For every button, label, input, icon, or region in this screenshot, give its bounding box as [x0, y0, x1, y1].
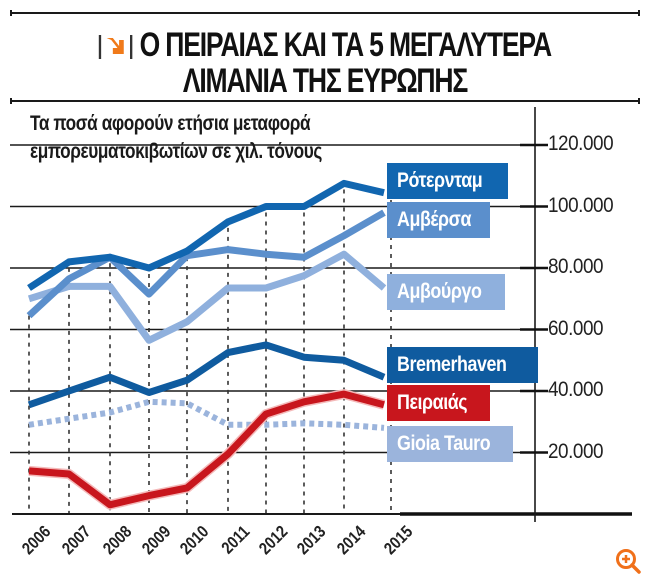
series-line-hamburg [27, 250, 387, 344]
zoom-in-button[interactable] [614, 547, 642, 575]
series-line-gioia_tauro [28, 398, 385, 431]
legend-label-hamburg: Αμβούργο [387, 274, 505, 310]
y-tick-label: 80.000 [548, 255, 604, 278]
legend-label-gioia_tauro: Gioia Tauro [387, 426, 513, 462]
chart-title-line2: ΛΙΜΑΝΙΑ ΤΗΣ ΕΥΡΩΠΗΣ [182, 62, 468, 100]
legend-label-bremerhaven: Bremerhaven [387, 347, 538, 383]
orange-arrow-icon [99, 33, 136, 61]
y-tick-label: 60.000 [548, 316, 604, 340]
legend-label-rotterdam: Ρότερνταμ [387, 163, 508, 199]
series-line-antwerp [26, 209, 386, 319]
y-tick-label: 100.000 [548, 193, 614, 217]
y-tick-label: 40.000 [548, 378, 604, 401]
series-line-piraeus [28, 390, 385, 509]
legend-label-antwerp: Αμβέρσα [387, 202, 490, 238]
zoom-in-icon [616, 549, 641, 574]
chart-subtitle-line1: Τα ποσά αφορούν ετήσια μεταφορά [30, 112, 311, 135]
y-tick-label: 20.000 [548, 439, 604, 463]
legend-label-piraeus: Πειραιάς [387, 385, 490, 421]
series-line-rotterdam [27, 179, 385, 291]
chart-title-line1: Ο ΠΕΙΡΑΙΑΣ ΚΑΙ ΤΑ 5 ΜΕΓΑΛΥΤΕΡΑ [72, 27, 579, 63]
top-rule [10, 10, 640, 16]
y-tick-label: 120.000 [548, 132, 614, 155]
title-bottom-rule [10, 98, 640, 104]
series-line-bremerhaven [27, 341, 386, 409]
